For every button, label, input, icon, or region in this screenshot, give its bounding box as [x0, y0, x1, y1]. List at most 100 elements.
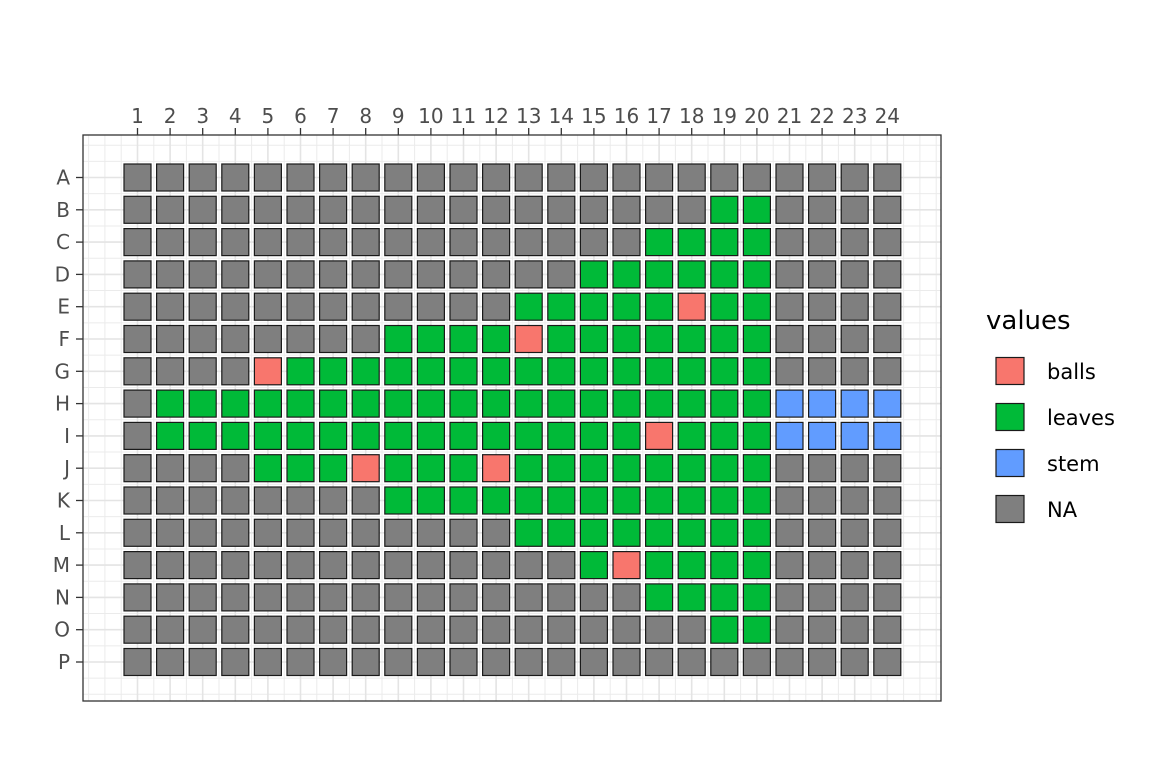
- well-O7-na: [319, 615, 348, 644]
- well-P6-na: [286, 647, 315, 677]
- well-D20-leaves: [742, 260, 772, 289]
- well-H12-leaves: [482, 389, 511, 418]
- well-A24-na: [873, 163, 902, 192]
- well-G24-na: [873, 357, 902, 386]
- well-P4-na: [221, 647, 250, 677]
- well-J19-leaves: [710, 454, 739, 483]
- well-D12-na: [482, 260, 511, 289]
- well-H23-stem: [840, 389, 869, 418]
- well-F10-leaves: [416, 324, 445, 354]
- well-J5-leaves: [253, 454, 282, 483]
- y-tick-label: O: [54, 618, 70, 642]
- well-G19-leaves: [710, 357, 739, 386]
- well-L18-leaves: [677, 518, 706, 547]
- well-A10-na: [416, 163, 445, 192]
- well-J6-leaves: [286, 454, 315, 483]
- well-G12-leaves: [482, 357, 511, 386]
- well-F22-na: [807, 324, 837, 354]
- well-E3-na: [188, 292, 217, 321]
- well-C1-na: [123, 228, 152, 257]
- well-F18-leaves: [677, 324, 706, 354]
- well-J16-leaves: [612, 454, 641, 483]
- well-K12-leaves: [482, 486, 511, 515]
- well-L7-na: [319, 518, 348, 547]
- well-N17-leaves: [644, 583, 674, 612]
- well-G14-leaves: [547, 357, 576, 386]
- well-I19-leaves: [710, 421, 739, 450]
- well-A2-na: [156, 163, 185, 192]
- x-tick-label: 13: [516, 104, 541, 128]
- well-D24-na: [873, 260, 902, 289]
- well-O11-na: [449, 615, 478, 644]
- well-H1-na: [123, 389, 152, 418]
- well-H8-leaves: [351, 389, 380, 418]
- well-L17-leaves: [644, 518, 674, 547]
- well-K24-na: [873, 486, 902, 515]
- well-J24-na: [873, 454, 902, 483]
- well-D16-leaves: [612, 260, 641, 289]
- well-N13-na: [514, 583, 543, 612]
- well-I10-leaves: [416, 421, 445, 450]
- well-P7-na: [319, 647, 348, 677]
- well-J22-na: [807, 454, 837, 483]
- well-A8-na: [351, 163, 380, 192]
- well-P13-na: [514, 647, 543, 677]
- well-E9-na: [384, 292, 413, 321]
- well-E14-leaves: [547, 292, 576, 321]
- well-F12-leaves: [482, 324, 511, 354]
- well-G6-leaves: [286, 357, 315, 386]
- x-tick-label: 17: [646, 104, 671, 128]
- well-M12-na: [482, 550, 511, 580]
- well-K20-leaves: [742, 486, 772, 515]
- well-O15-na: [579, 615, 609, 644]
- well-C7-na: [319, 228, 348, 257]
- well-J10-leaves: [416, 454, 445, 483]
- well-K8-na: [351, 486, 380, 515]
- well-N22-na: [807, 583, 837, 612]
- legend-label-na: NA: [1047, 498, 1078, 522]
- y-tick-label: B: [56, 198, 70, 222]
- well-F19-leaves: [710, 324, 739, 354]
- x-tick-label: 7: [327, 104, 340, 128]
- well-B16-na: [612, 195, 641, 224]
- well-L15-leaves: [579, 518, 609, 547]
- well-P22-na: [807, 647, 837, 677]
- well-F7-na: [319, 324, 348, 354]
- well-K19-leaves: [710, 486, 739, 515]
- well-F1-na: [123, 324, 152, 354]
- x-tick-label: 3: [196, 104, 209, 128]
- well-O13-na: [514, 615, 543, 644]
- well-B24-na: [873, 195, 902, 224]
- well-E18-balls: [677, 292, 706, 321]
- x-tick-label: 15: [581, 104, 606, 128]
- well-D17-leaves: [644, 260, 674, 289]
- well-C22-na: [807, 228, 837, 257]
- legend-title: values: [986, 306, 1071, 336]
- well-H6-leaves: [286, 389, 315, 418]
- well-E1-na: [123, 292, 152, 321]
- x-tick-label: 21: [777, 104, 802, 128]
- well-H7-leaves: [319, 389, 348, 418]
- well-O17-na: [644, 615, 674, 644]
- well-A16-na: [612, 163, 641, 192]
- well-N1-na: [123, 583, 152, 612]
- well-J13-leaves: [514, 454, 543, 483]
- well-J2-na: [156, 454, 185, 483]
- well-C20-leaves: [742, 228, 772, 257]
- well-B22-na: [807, 195, 837, 224]
- well-K2-na: [156, 486, 185, 515]
- well-D14-na: [547, 260, 576, 289]
- legend: values balls leaves stem NA: [986, 306, 1115, 524]
- well-E15-leaves: [579, 292, 609, 321]
- y-tick-label: A: [56, 166, 70, 190]
- well-A4-na: [221, 163, 250, 192]
- well-E8-na: [351, 292, 380, 321]
- x-tick-label: 18: [679, 104, 704, 128]
- well-J14-leaves: [547, 454, 576, 483]
- well-I15-leaves: [579, 421, 609, 450]
- well-K11-leaves: [449, 486, 478, 515]
- well-I14-leaves: [547, 421, 576, 450]
- well-G11-leaves: [449, 357, 478, 386]
- well-I16-leaves: [612, 421, 641, 450]
- well-N4-na: [221, 583, 250, 612]
